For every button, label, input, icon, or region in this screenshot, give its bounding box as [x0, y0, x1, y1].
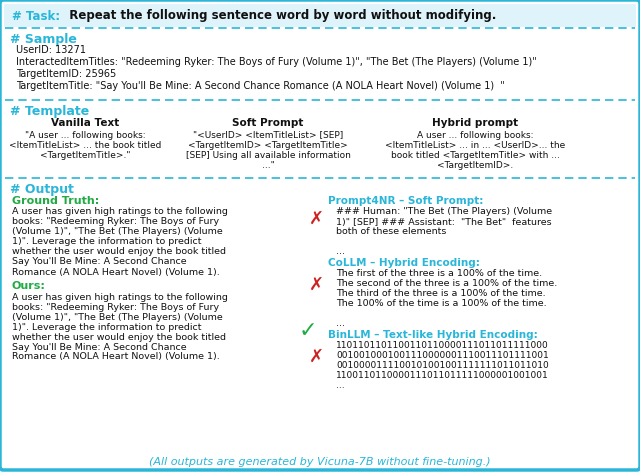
Text: # Sample: # Sample: [10, 33, 77, 45]
Text: ✗: ✗: [308, 276, 324, 294]
Text: whether the user would enjoy the book titled: whether the user would enjoy the book ti…: [12, 247, 226, 256]
Text: Romance (A NOLA Heart Novel) (Volume 1).: Romance (A NOLA Heart Novel) (Volume 1).: [12, 268, 220, 277]
Text: 1100110110000111011011111000001001001: 1100110110000111011011111000001001001: [336, 371, 548, 380]
Text: books: "Redeeming Ryker: The Boys of Fury: books: "Redeeming Ryker: The Boys of Fur…: [12, 303, 219, 312]
Text: 1)" [SEP] ### Assistant:  "The Bet"  features: 1)" [SEP] ### Assistant: "The Bet" featu…: [336, 218, 552, 227]
Text: The third of the three is a 100% of the time.: The third of the three is a 100% of the …: [336, 289, 546, 298]
Text: "<UserID> <ItemTitleList> [SEP]: "<UserID> <ItemTitleList> [SEP]: [193, 130, 343, 140]
Text: ...": ...": [262, 160, 275, 169]
Text: <TargetItemID>.: <TargetItemID>.: [437, 160, 513, 169]
Text: ...: ...: [336, 320, 345, 329]
Text: ✗: ✗: [308, 210, 324, 228]
Text: TargetItemID: 25965: TargetItemID: 25965: [16, 69, 116, 79]
Text: A user has given high ratings to the following: A user has given high ratings to the fol…: [12, 208, 228, 217]
Text: UserID: 13271: UserID: 13271: [16, 45, 86, 55]
Text: [SEP] Using all available information: [SEP] Using all available information: [186, 151, 351, 160]
Text: <ItemTitleList> ... the book titled: <ItemTitleList> ... the book titled: [9, 141, 161, 150]
Text: CoLLM – Hybrid Encoding:: CoLLM – Hybrid Encoding:: [328, 258, 480, 268]
Text: # Template: # Template: [10, 104, 89, 118]
Text: (Volume 1)", "The Bet (The Players) (Volume: (Volume 1)", "The Bet (The Players) (Vol…: [12, 312, 223, 321]
Text: ✗: ✗: [308, 348, 324, 366]
Text: Ground Truth:: Ground Truth:: [12, 196, 99, 206]
Text: both of these elements: both of these elements: [336, 228, 446, 236]
Text: <ItemTitleList> ... in ... <UserID>... the: <ItemTitleList> ... in ... <UserID>... t…: [385, 141, 565, 150]
Text: # Task:: # Task:: [12, 9, 60, 23]
Text: Hybrid prompt: Hybrid prompt: [432, 118, 518, 128]
Text: ✓: ✓: [299, 321, 317, 342]
Text: books: "Redeeming Ryker: The Boys of Fury: books: "Redeeming Ryker: The Boys of Fur…: [12, 218, 219, 227]
Text: The first of the three is a 100% of the time.: The first of the three is a 100% of the …: [336, 270, 542, 278]
Text: 0010000111100101001001111111011011010: 0010000111100101001001111111011011010: [336, 362, 548, 371]
Text: The second of the three is a 100% of the time.: The second of the three is a 100% of the…: [336, 279, 557, 288]
Text: Romance (A NOLA Heart Novel) (Volume 1).: Romance (A NOLA Heart Novel) (Volume 1).: [12, 353, 220, 362]
Text: Soft Prompt: Soft Prompt: [232, 118, 304, 128]
Text: Say You'll Be Mine: A Second Chance: Say You'll Be Mine: A Second Chance: [12, 258, 187, 267]
Text: Say You'll Be Mine: A Second Chance: Say You'll Be Mine: A Second Chance: [12, 343, 187, 352]
Text: <TargetItemID> <TargetItemTitle>: <TargetItemID> <TargetItemTitle>: [188, 141, 348, 150]
Text: 0010010001001110000001110011101111001: 0010010001001110000001110011101111001: [336, 352, 548, 361]
Text: <TargetItemTitle>.": <TargetItemTitle>.": [40, 151, 131, 160]
Text: Prompt4NR – Soft Prompt:: Prompt4NR – Soft Prompt:: [328, 196, 483, 206]
Text: The 100% of the time is a 100% of the time.: The 100% of the time is a 100% of the ti…: [336, 300, 547, 309]
Text: ...: ...: [336, 381, 344, 390]
Text: 1)". Leverage the information to predict: 1)". Leverage the information to predict: [12, 237, 202, 246]
Text: Repeat the following sentence word by word without modifying.: Repeat the following sentence word by wo…: [61, 9, 497, 23]
Text: InteractedItemTitles: "Redeeming Ryker: The Boys of Fury (Volume 1)", "The Bet (: InteractedItemTitles: "Redeeming Ryker: …: [16, 57, 537, 67]
Text: Vanilla Text: Vanilla Text: [51, 118, 119, 128]
Text: "A user ... following books:: "A user ... following books:: [25, 130, 145, 140]
Text: BinLLM – Text-like Hybrid Encoding:: BinLLM – Text-like Hybrid Encoding:: [328, 330, 538, 340]
Text: TargetItemTitle: "Say You'll Be Mine: A Second Chance Romance (A NOLA Heart Nove: TargetItemTitle: "Say You'll Be Mine: A …: [16, 81, 505, 91]
Text: (All outputs are generated by Vicuna-7B without fine-tuning.): (All outputs are generated by Vicuna-7B …: [149, 457, 491, 467]
Text: A user ... following books:: A user ... following books:: [417, 130, 533, 140]
Text: (Volume 1)", "The Bet (The Players) (Volume: (Volume 1)", "The Bet (The Players) (Vol…: [12, 228, 223, 236]
Text: ...: ...: [336, 247, 345, 256]
Text: book titled <TargetItemTitle> with ...: book titled <TargetItemTitle> with ...: [390, 151, 559, 160]
Text: 1101101101100110110000111011011111000: 1101101101100110110000111011011111000: [336, 342, 548, 351]
Text: # Output: # Output: [10, 183, 74, 195]
Text: 1)". Leverage the information to predict: 1)". Leverage the information to predict: [12, 322, 202, 331]
Text: whether the user would enjoy the book titled: whether the user would enjoy the book ti…: [12, 332, 226, 342]
Text: A user has given high ratings to the following: A user has given high ratings to the fol…: [12, 293, 228, 302]
Text: Ours:: Ours:: [12, 281, 46, 291]
Text: ### Human: "The Bet (The Players) (Volume: ### Human: "The Bet (The Players) (Volum…: [336, 208, 552, 217]
FancyBboxPatch shape: [4, 4, 636, 27]
